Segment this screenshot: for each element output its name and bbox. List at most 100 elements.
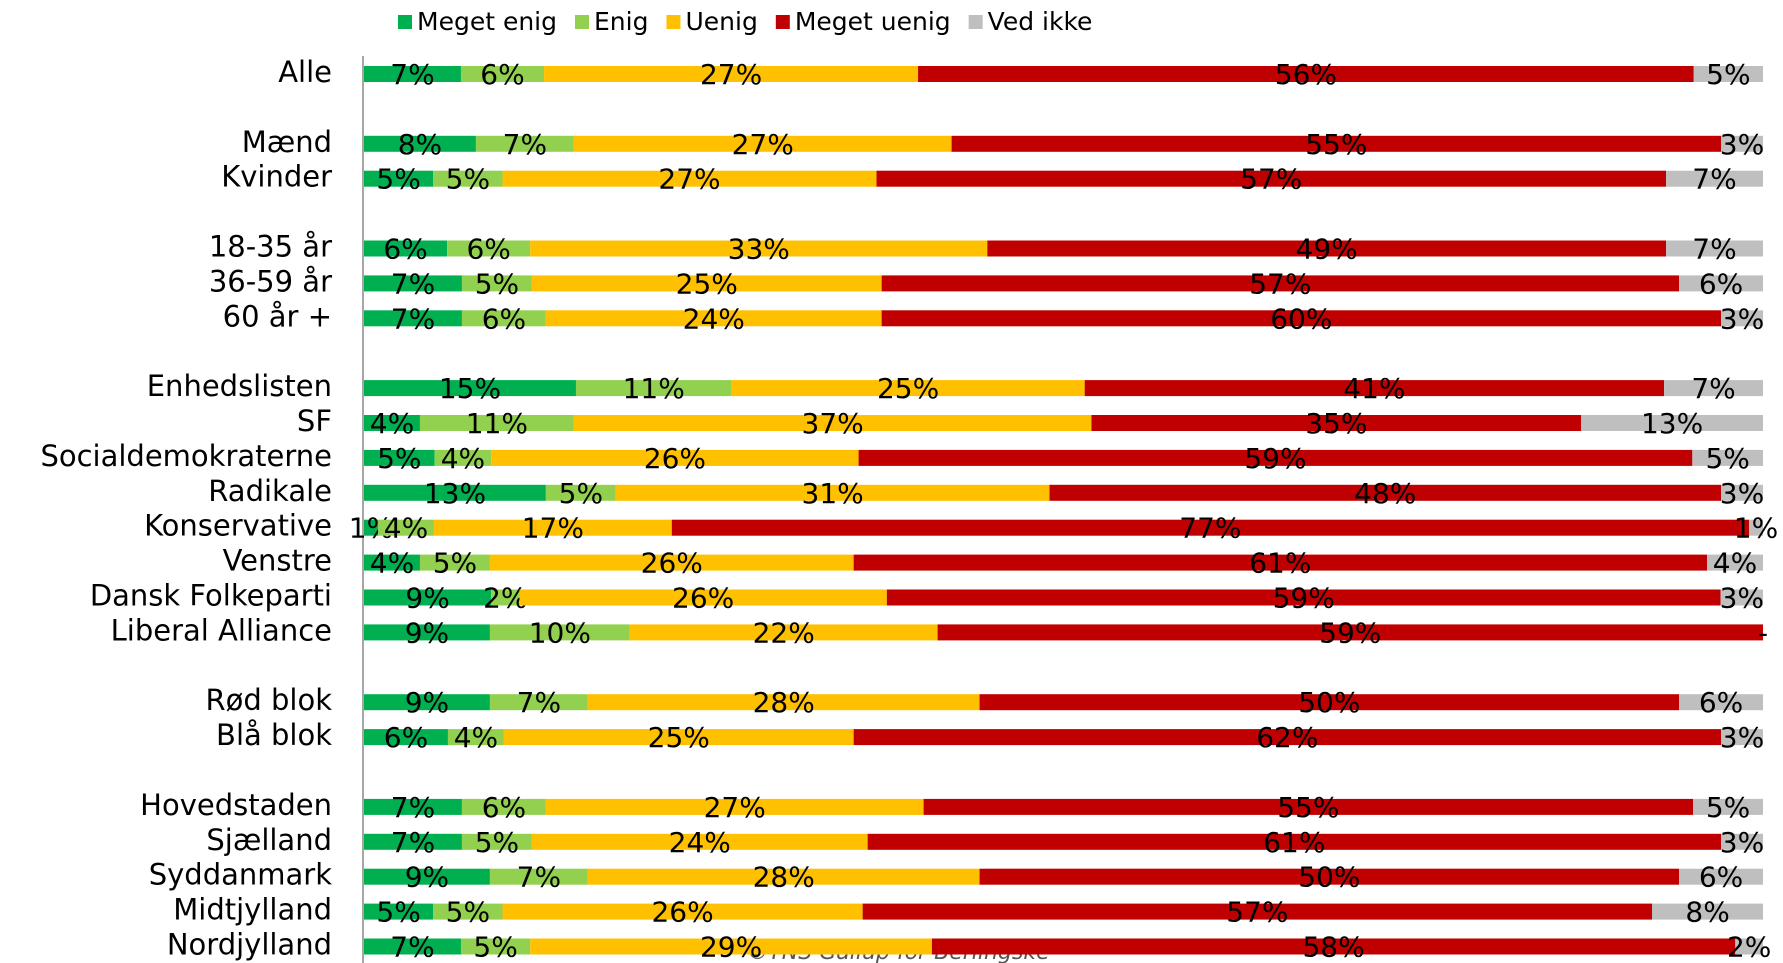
legend-label: Ved ikke [988, 7, 1093, 36]
bar-segment [867, 833, 1722, 850]
data-label: 5% [1706, 58, 1750, 91]
bar-segment [876, 170, 1667, 187]
data-label: 7% [1691, 372, 1735, 405]
legend-label: Enig [594, 7, 648, 36]
category-label: Nordjylland [167, 928, 332, 962]
data-label: 5% [475, 267, 519, 300]
category-label: SF [297, 404, 332, 438]
bar-segment [1666, 240, 1763, 257]
data-label: 7% [1692, 163, 1736, 196]
bar-segment [951, 135, 1722, 152]
bar-segment [364, 554, 420, 571]
data-label: 3% [1720, 302, 1764, 335]
bar-segment [364, 380, 576, 397]
category-label: Liberal Alliance [111, 613, 332, 647]
bar-segment [587, 694, 980, 711]
bar-segment [419, 415, 574, 431]
bar-segment [461, 798, 546, 815]
data-label: 5% [446, 896, 490, 929]
bar-segment [377, 519, 434, 536]
data-label: 2% [1727, 931, 1771, 963]
bar-segment [489, 624, 630, 641]
data-label: 5% [473, 931, 517, 963]
category-label: Syddanmark [149, 858, 332, 892]
bar-segment [364, 589, 492, 606]
bar-segment [545, 798, 924, 815]
data-label: 5% [1705, 442, 1749, 475]
bar-segment [434, 449, 492, 466]
data-label: 6% [482, 791, 526, 824]
bar-segment [502, 903, 863, 920]
data-label: 7% [391, 302, 435, 335]
data-label: 5% [376, 163, 420, 196]
bar-segment [364, 170, 434, 187]
bar-segment [1707, 554, 1763, 571]
data-label: 25% [877, 372, 939, 405]
bar-segment [1721, 135, 1763, 152]
data-label: 6% [384, 721, 428, 754]
data-label: 7% [517, 861, 561, 894]
bar-segment [491, 589, 520, 606]
data-label: 13% [424, 477, 486, 510]
bar-segment [433, 170, 503, 187]
data-label: 9% [405, 616, 449, 649]
data-label: 3% [1720, 582, 1764, 615]
category-label: Dansk Folkeparti [90, 579, 332, 613]
data-label: 55% [1277, 791, 1339, 824]
bar-segment [923, 798, 1694, 815]
category-label: Hovedstaden [140, 788, 332, 822]
data-label: 11% [623, 372, 685, 405]
bar-segment [853, 554, 1708, 571]
data-label: 31% [802, 477, 864, 510]
data-label: 5% [433, 547, 477, 580]
bar-segment [587, 868, 980, 885]
data-label: 1% [1734, 512, 1778, 545]
data-label: 50% [1298, 686, 1360, 719]
bar-segment [881, 275, 1680, 292]
data-label: 22% [753, 616, 815, 649]
bar-segment [545, 310, 882, 327]
data-label: 5% [1706, 791, 1750, 824]
legend-label: Meget uenig [795, 7, 951, 36]
bar-segment [364, 798, 462, 815]
data-label: 57% [1240, 163, 1302, 196]
bar-segment [1666, 170, 1763, 187]
data-label: 37% [802, 407, 864, 440]
bar-segment [503, 729, 854, 746]
bar-segment [364, 310, 462, 327]
data-label: 56% [1275, 58, 1337, 91]
bar-segment [1693, 798, 1763, 815]
category-label: Kvinder [221, 160, 332, 194]
bar-segment [573, 415, 1092, 431]
data-label: 59% [1319, 616, 1381, 649]
bar-segment [931, 938, 1736, 955]
data-label: 28% [753, 686, 815, 719]
bar-segment [447, 729, 504, 746]
bar-segment [1679, 694, 1763, 711]
data-label: 25% [648, 721, 710, 754]
bar-segment [364, 240, 448, 257]
bar-segment [1652, 903, 1763, 920]
data-label: 60% [1270, 302, 1332, 335]
data-label: 5% [377, 442, 421, 475]
category-label: Mænd [242, 125, 332, 159]
data-label: 27% [658, 163, 720, 196]
bar-segment [1693, 66, 1763, 82]
bar-segment [629, 624, 938, 641]
bar-segment [937, 624, 1763, 641]
bar-segment [731, 380, 1085, 397]
category-label: Socialdemokraterne [40, 439, 332, 473]
data-label: 27% [732, 128, 794, 161]
data-label: 26% [644, 442, 706, 475]
data-label: 6% [482, 302, 526, 335]
data-label: 5% [475, 826, 519, 859]
data-label: 26% [651, 896, 713, 929]
data-label: 6% [1699, 686, 1743, 719]
data-label: 61% [1249, 547, 1311, 580]
bar-segment [364, 624, 490, 641]
data-label: 62% [1256, 721, 1318, 754]
bar-segment [1084, 380, 1665, 397]
bar-segment [489, 868, 588, 885]
data-label: 26% [641, 547, 703, 580]
bar-segment [433, 903, 503, 920]
